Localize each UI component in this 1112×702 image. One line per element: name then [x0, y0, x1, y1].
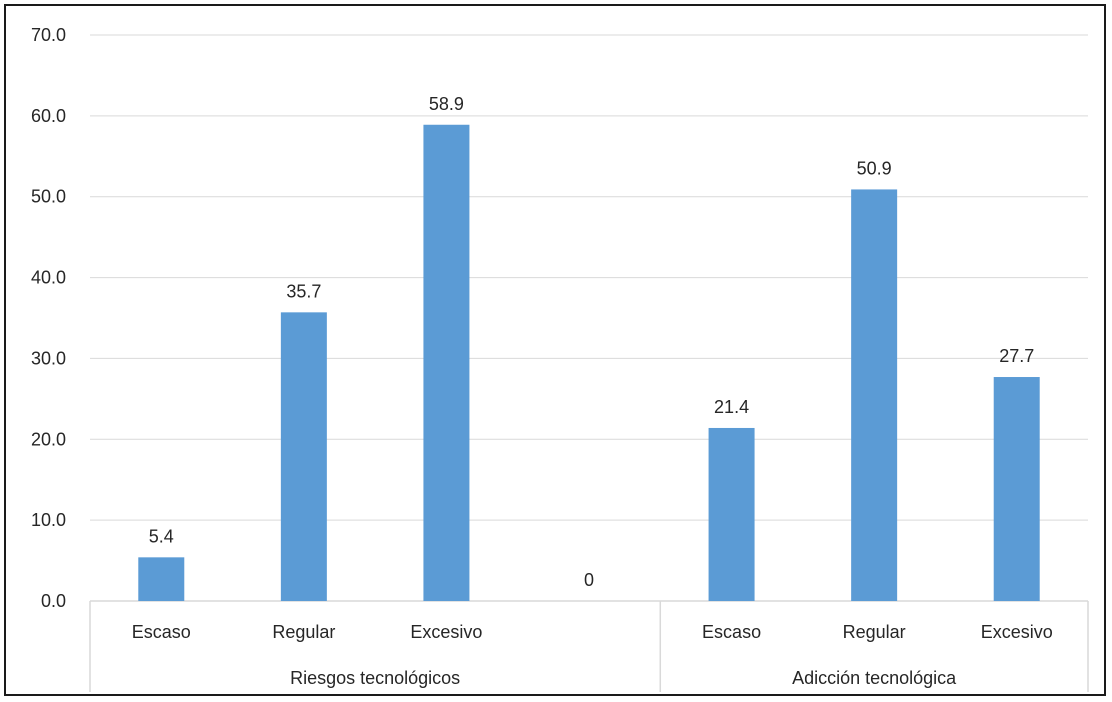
x-category-label: Regular	[272, 622, 335, 642]
data-label: 50.9	[857, 158, 892, 178]
y-tick-label: 50.0	[31, 187, 66, 207]
bar	[280, 312, 327, 601]
x-category-label: Escaso	[132, 622, 191, 642]
y-tick-label: 70.0	[31, 25, 66, 45]
bar	[993, 377, 1040, 601]
bar	[851, 189, 898, 602]
y-tick-label: 60.0	[31, 106, 66, 126]
x-category-label: Excesivo	[410, 622, 482, 642]
chart-frame	[4, 4, 1106, 696]
y-tick-label: 30.0	[31, 348, 66, 368]
bar	[708, 427, 755, 601]
bar	[423, 124, 470, 601]
y-tick-label: 0.0	[41, 591, 66, 611]
data-label: 21.4	[714, 397, 749, 417]
data-label: 5.4	[149, 526, 174, 546]
data-label: 0	[584, 570, 594, 590]
x-category-label: Escaso	[702, 622, 761, 642]
y-tick-label: 20.0	[31, 429, 66, 449]
data-label: 35.7	[286, 281, 321, 301]
x-category-label: Regular	[843, 622, 906, 642]
y-tick-label: 10.0	[31, 510, 66, 530]
x-category-label: Excesivo	[981, 622, 1053, 642]
bar	[138, 557, 185, 601]
x-group-label: Adicción tecnológica	[792, 668, 957, 688]
data-label: 27.7	[999, 346, 1034, 366]
x-group-label: Riesgos tecnológicos	[290, 668, 460, 688]
data-label: 58.9	[429, 94, 464, 114]
y-tick-label: 40.0	[31, 268, 66, 288]
